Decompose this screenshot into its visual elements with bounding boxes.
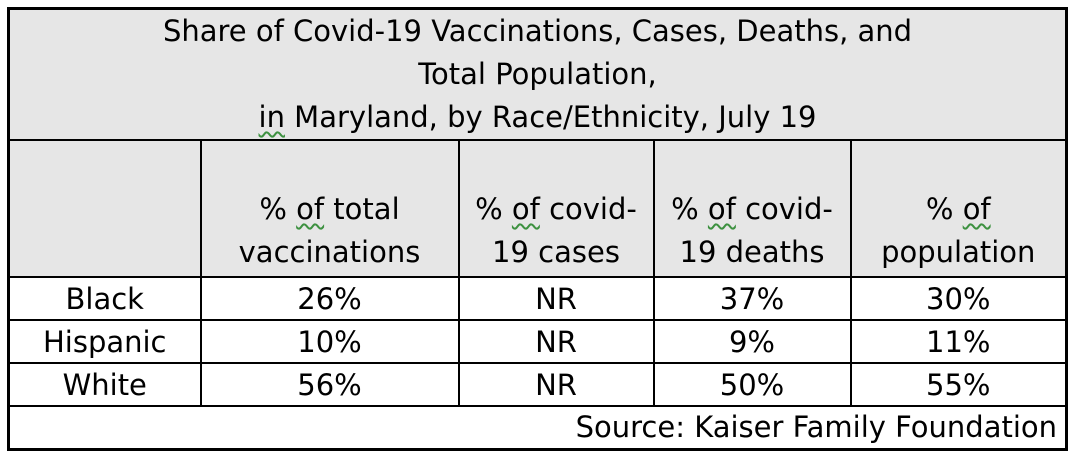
cell-deaths: 37% [652, 276, 852, 321]
header-text: % [671, 192, 708, 226]
grammar-flagged-word: of [707, 192, 736, 226]
cell-deaths: 9% [652, 319, 852, 364]
grammar-flagged-word: in [258, 100, 285, 134]
grammar-flagged-word: of [511, 192, 540, 226]
cell-cases: NR [457, 319, 655, 364]
cell-vaccinations: 10% [199, 319, 460, 364]
header-text: covid-19 deaths [679, 192, 833, 269]
header-cell-vaccinations: % of total vaccinations [199, 139, 460, 278]
header-cell-cases: % of covid-19 cases [457, 139, 655, 278]
header-text: population [881, 235, 1036, 269]
table-title: Share of Covid-19 Vaccinations, Cases, D… [7, 7, 1068, 141]
title-line-1: Share of Covid-19 Vaccinations, Cases, D… [162, 14, 913, 48]
cell-cases: NR [457, 276, 655, 321]
table-row-hispanic: Hispanic 10% NR 9% 11% [7, 319, 1068, 364]
table-row-black: Black 26% NR 37% 30% [7, 276, 1068, 321]
row-label: Hispanic [7, 319, 202, 364]
cell-cases: NR [457, 362, 655, 407]
header-cell-deaths: % of covid-19 deaths [652, 139, 852, 278]
header-cell-empty [7, 139, 202, 278]
header-text: total vaccinations [238, 192, 421, 269]
table-title-row: Share of Covid-19 Vaccinations, Cases, D… [7, 7, 1068, 141]
cell-population: 11% [849, 319, 1068, 364]
row-label: Black [7, 276, 202, 321]
header-text: % [925, 192, 963, 226]
title-line-2: Total Population, [418, 57, 657, 91]
header-text: % [475, 192, 512, 226]
grammar-flagged-word: of [296, 192, 325, 226]
cell-population: 30% [849, 276, 1068, 321]
header-text: % [259, 192, 297, 226]
column-header-row: % of total vaccinations % of covid-19 ca… [7, 139, 1068, 278]
row-label: White [7, 362, 202, 407]
title-line-3: Maryland, by Race/Ethnicity, July 19 [284, 100, 817, 134]
grammar-flagged-word: of [962, 192, 991, 226]
cell-vaccinations: 56% [199, 362, 460, 407]
header-text: covid-19 cases [492, 192, 637, 269]
covid-race-ethnicity-table: Share of Covid-19 Vaccinations, Cases, D… [7, 7, 1069, 451]
source-row: Source: Kaiser Family Foundation [7, 405, 1068, 450]
cell-deaths: 50% [652, 362, 852, 407]
table-row-white: White 56% NR 50% 55% [7, 362, 1068, 407]
cell-vaccinations: 26% [199, 276, 460, 321]
header-cell-population: % of population [849, 139, 1068, 278]
cell-population: 55% [849, 362, 1068, 407]
source-note: Source: Kaiser Family Foundation [7, 405, 1068, 450]
